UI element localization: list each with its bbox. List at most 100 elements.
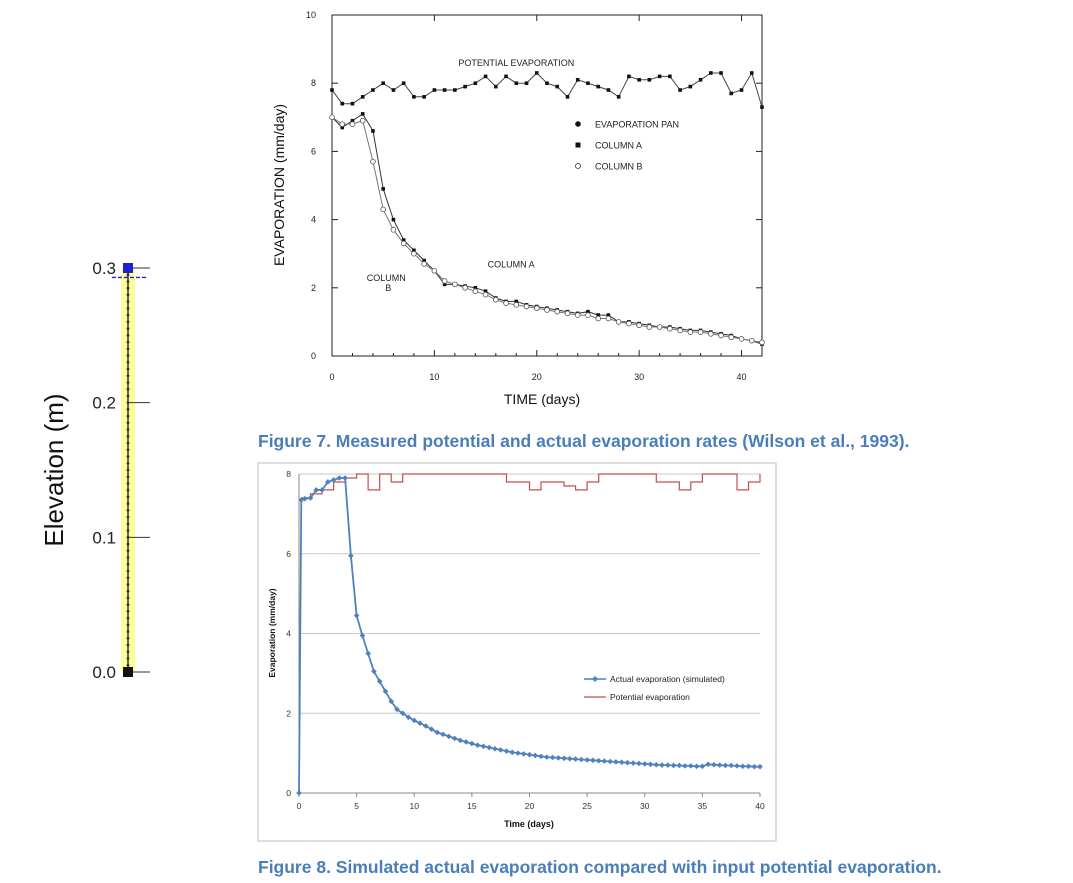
figure7-data-point (574, 312, 581, 318)
figure8-data-point (492, 745, 498, 752)
figure7-data-point (575, 77, 580, 82)
column-node (126, 374, 130, 378)
column-node (126, 280, 130, 283)
figure8-data-point (682, 763, 688, 769)
figure8-legend-label: Potential evaporation (610, 692, 690, 702)
column-node (126, 367, 130, 371)
figure8-data-point (578, 756, 585, 763)
figure7-data-point (637, 77, 641, 82)
figure7-data-point (533, 305, 540, 312)
figure7-data-point (616, 95, 621, 99)
figure8-data-point (716, 762, 723, 768)
column-node (126, 333, 130, 337)
figure8-x-tick-label: 25 (582, 801, 592, 811)
elevation-column-chart: Elevation (m) 0.0 0.1 0.2 0.3 (39, 259, 150, 682)
figure7-plot-frame (331, 14, 763, 357)
figure7-data-point (596, 313, 600, 317)
figure7-x-tick-label: 20 (532, 372, 542, 382)
figure7-y-tick-label: 6 (311, 146, 316, 156)
figure8-data-point (336, 475, 343, 481)
column-node (126, 657, 130, 660)
figure7-data-point (350, 101, 355, 106)
figure8-data-point (405, 714, 412, 721)
figure8-data-point (567, 755, 573, 762)
figure8-data-point (561, 755, 567, 762)
figure7-data-point (564, 310, 571, 317)
column-node (126, 495, 130, 499)
figure8-data-point (330, 477, 337, 483)
figure8-x-tick-label: 30 (640, 801, 650, 811)
figure7-legend-marker (575, 121, 581, 127)
column-node (126, 441, 130, 445)
figure7-data-point (339, 121, 346, 127)
column-node (126, 542, 130, 546)
figure8-data-point (298, 497, 305, 503)
figure7-data-point (738, 336, 745, 342)
figure8-chart: Evaporation (mm/day) Time (days) 0 2 4 6 8 0 5… (257, 462, 777, 842)
figure7-data-point (381, 81, 385, 85)
column-node (126, 636, 130, 640)
figure7-data-point (596, 84, 600, 89)
figure8-data-point (549, 754, 556, 761)
figure7-data-point (494, 84, 498, 89)
column-node (126, 576, 130, 580)
figure7-series-line (331, 71, 763, 108)
figure7-data-point (473, 286, 478, 290)
column-node (126, 327, 130, 330)
column-node (126, 340, 130, 344)
figure8-data-point (734, 763, 740, 769)
figure8-border (257, 462, 777, 842)
figure7-data-point (422, 95, 426, 99)
figure7-caption: Figure 7. Measured potential and actual … (258, 431, 910, 451)
figure8-data-point (647, 761, 654, 768)
figure7-data-point (534, 71, 539, 75)
figure7-data-point (627, 74, 631, 79)
column-node (126, 448, 130, 452)
figure7-data-point (340, 125, 345, 130)
figure7-data-point (514, 299, 519, 304)
figure7-data-point (381, 187, 385, 191)
figure7-data-point (483, 74, 488, 79)
figure8-data-point (463, 739, 469, 745)
figure7-data-point (687, 329, 694, 335)
column-node (126, 569, 130, 573)
column-node (126, 300, 130, 304)
figure7-data-point (513, 302, 520, 308)
figure7-annotation: COLUMN (367, 273, 406, 283)
figure7-x-tick-label: 40 (737, 372, 747, 382)
figure7-data-point (647, 77, 652, 82)
elevation-axis-label: Elevation (m) (39, 393, 69, 546)
figure8-data-point (641, 761, 648, 767)
figure8-y-tick-label: 6 (286, 549, 291, 559)
column-node (126, 583, 130, 586)
figure7-data-point (441, 278, 448, 284)
figure7-data-point (473, 81, 478, 85)
figure8-data-point (711, 761, 717, 768)
column-node (126, 589, 130, 593)
figure8-data-point (376, 678, 383, 685)
figure8-x-tick-label: 10 (410, 801, 420, 811)
figure8-data-point (555, 755, 562, 761)
figure7-data-point (749, 71, 754, 75)
figure7-data-point (350, 118, 355, 123)
column-node (126, 502, 130, 506)
figure8-data-point (428, 726, 435, 732)
figure8-data-point (446, 733, 452, 740)
figure7-legend-label: EVAPORATION PAN (595, 120, 679, 130)
column-node (126, 596, 130, 600)
bottom-node-marker (123, 667, 133, 677)
column-node (126, 562, 130, 566)
figure8-legend-label: Actual evaporation (simulated) (610, 674, 725, 684)
figure7-data-point (462, 284, 468, 291)
figure7-data-point (523, 303, 530, 310)
figure7-data-point (391, 88, 396, 92)
column-node (126, 630, 130, 633)
figure7-annotation: COLUMN A (488, 259, 535, 269)
figure8-data-point (670, 762, 677, 769)
figure8-data-point (353, 612, 360, 619)
column-node (126, 663, 130, 667)
figure8-data-point (307, 495, 314, 501)
figure7-data-point (463, 84, 467, 89)
figure7-data-point (514, 81, 519, 85)
figure7-y-tick-label: 0 (311, 351, 316, 361)
